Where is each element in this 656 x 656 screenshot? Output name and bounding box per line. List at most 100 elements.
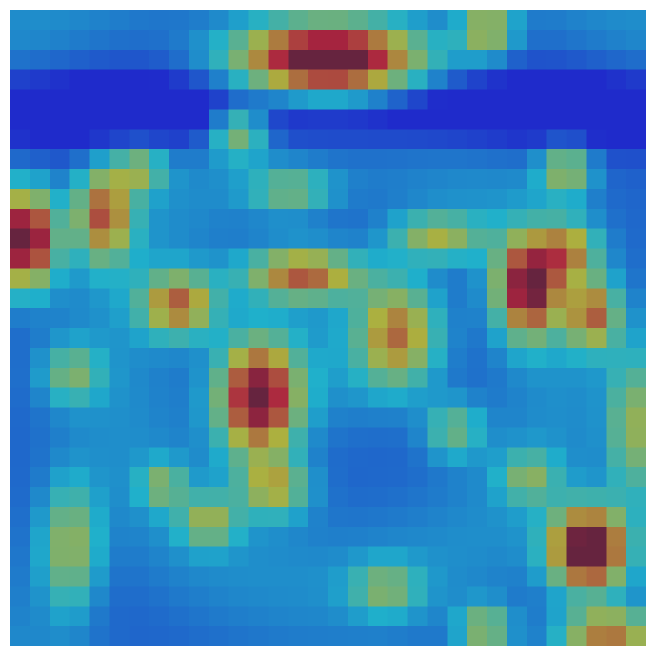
- heatmap-cell: [387, 347, 408, 369]
- heatmap-cell: [328, 109, 349, 130]
- heatmap-cell: [29, 586, 51, 607]
- heatmap-cell: [387, 487, 408, 508]
- heatmap-cell: [308, 487, 329, 508]
- heatmap-cell: [328, 228, 349, 249]
- heatmap-cell: [566, 427, 587, 448]
- heatmap-cell: [526, 149, 548, 170]
- heatmap-cell: [467, 308, 488, 329]
- heatmap-cell: [526, 328, 548, 349]
- heatmap-cell: [89, 228, 110, 249]
- heatmap-cell: [208, 328, 230, 349]
- heatmap-cell: [49, 347, 71, 369]
- heatmap-cell: [566, 188, 587, 210]
- heatmap-cell: [228, 268, 249, 289]
- heatmap-cell: [188, 526, 210, 548]
- heatmap-cell: [526, 228, 548, 249]
- heatmap-cell: [188, 69, 210, 90]
- heatmap-cell: [89, 109, 110, 130]
- heatmap-cell: [347, 89, 369, 110]
- heatmap-cell: [606, 10, 627, 31]
- heatmap-cell: [169, 606, 190, 627]
- heatmap-cell: [606, 308, 627, 329]
- heatmap-cell: [506, 467, 528, 488]
- heatmap-cell: [606, 268, 627, 289]
- heatmap-cell: [69, 606, 90, 627]
- heatmap-cell: [427, 149, 448, 170]
- heatmap-cell: [308, 526, 329, 548]
- heatmap-cell: [248, 288, 269, 309]
- heatmap-cell: [566, 10, 587, 31]
- heatmap-cell: [407, 447, 428, 468]
- heatmap-cell: [626, 407, 646, 428]
- heatmap-cell: [526, 427, 548, 448]
- heatmap-cell: [546, 208, 567, 230]
- heatmap-cell: [328, 89, 349, 110]
- heatmap-cell: [188, 308, 210, 329]
- heatmap-cell: [10, 109, 31, 130]
- heatmap-cell: [149, 367, 170, 389]
- heatmap-cell: [526, 208, 548, 230]
- heatmap-cell: [69, 387, 90, 408]
- heatmap-cell: [268, 566, 289, 587]
- heatmap-cell: [228, 427, 249, 448]
- heatmap-cell: [188, 149, 210, 170]
- heatmap-cell: [248, 347, 269, 369]
- heatmap-cell: [109, 10, 130, 31]
- heatmap-cell: [467, 626, 488, 646]
- heatmap-cell: [49, 288, 71, 309]
- heatmap-cell: [427, 447, 448, 468]
- heatmap-cell: [89, 129, 110, 150]
- heatmap-cell: [606, 566, 627, 587]
- heatmap-cell: [506, 10, 528, 31]
- heatmap-cell: [626, 129, 646, 150]
- heatmap-cell: [566, 447, 587, 468]
- heatmap-cell: [109, 407, 130, 428]
- heatmap-cell: [606, 586, 627, 607]
- heatmap-cell: [467, 487, 488, 508]
- heatmap-cell: [268, 149, 289, 170]
- heatmap-cell: [89, 248, 110, 269]
- heatmap-cell: [228, 10, 249, 31]
- heatmap-cell: [129, 387, 150, 408]
- heatmap-cell: [208, 109, 230, 130]
- heatmap-cell: [606, 69, 627, 90]
- heatmap-cell: [129, 169, 150, 190]
- heatmap-cell: [347, 586, 369, 607]
- heatmap-cell: [367, 447, 389, 468]
- heatmap-cell: [387, 626, 408, 646]
- heatmap-cell: [467, 526, 488, 548]
- heatmap-cell: [288, 546, 309, 567]
- heatmap-cell: [149, 29, 170, 51]
- heatmap-cell: [228, 89, 249, 110]
- heatmap-cell: [208, 447, 230, 468]
- heatmap-cell: [10, 169, 31, 190]
- heatmap-cell: [487, 347, 508, 369]
- heatmap-cell: [447, 308, 468, 329]
- heatmap-cell: [308, 328, 329, 349]
- heatmap-cell: [447, 169, 468, 190]
- heatmap-cell: [407, 546, 428, 567]
- heatmap-cell: [506, 347, 528, 369]
- heatmap-cell: [268, 328, 289, 349]
- heatmap-cell: [546, 347, 567, 369]
- heatmap-cell: [606, 149, 627, 170]
- heatmap-cell: [49, 387, 71, 408]
- heatmap-cell: [248, 566, 269, 587]
- heatmap-cell: [506, 188, 528, 210]
- heatmap-cell: [506, 149, 528, 170]
- heatmap-cell: [268, 367, 289, 389]
- heatmap-cell: [149, 626, 170, 646]
- heatmap-cell: [586, 268, 607, 289]
- heatmap-cell: [109, 248, 130, 269]
- heatmap-cell: [467, 109, 488, 130]
- heatmap-cell: [526, 248, 548, 269]
- heatmap-cell: [407, 10, 428, 31]
- heatmap-cell: [288, 586, 309, 607]
- heatmap-cell: [129, 427, 150, 448]
- heatmap-cell: [367, 347, 389, 369]
- heatmap-cell: [89, 546, 110, 567]
- heatmap-cell: [268, 208, 289, 230]
- heatmap-cell: [228, 626, 249, 646]
- heatmap-cell: [487, 169, 508, 190]
- heatmap-cell: [288, 228, 309, 249]
